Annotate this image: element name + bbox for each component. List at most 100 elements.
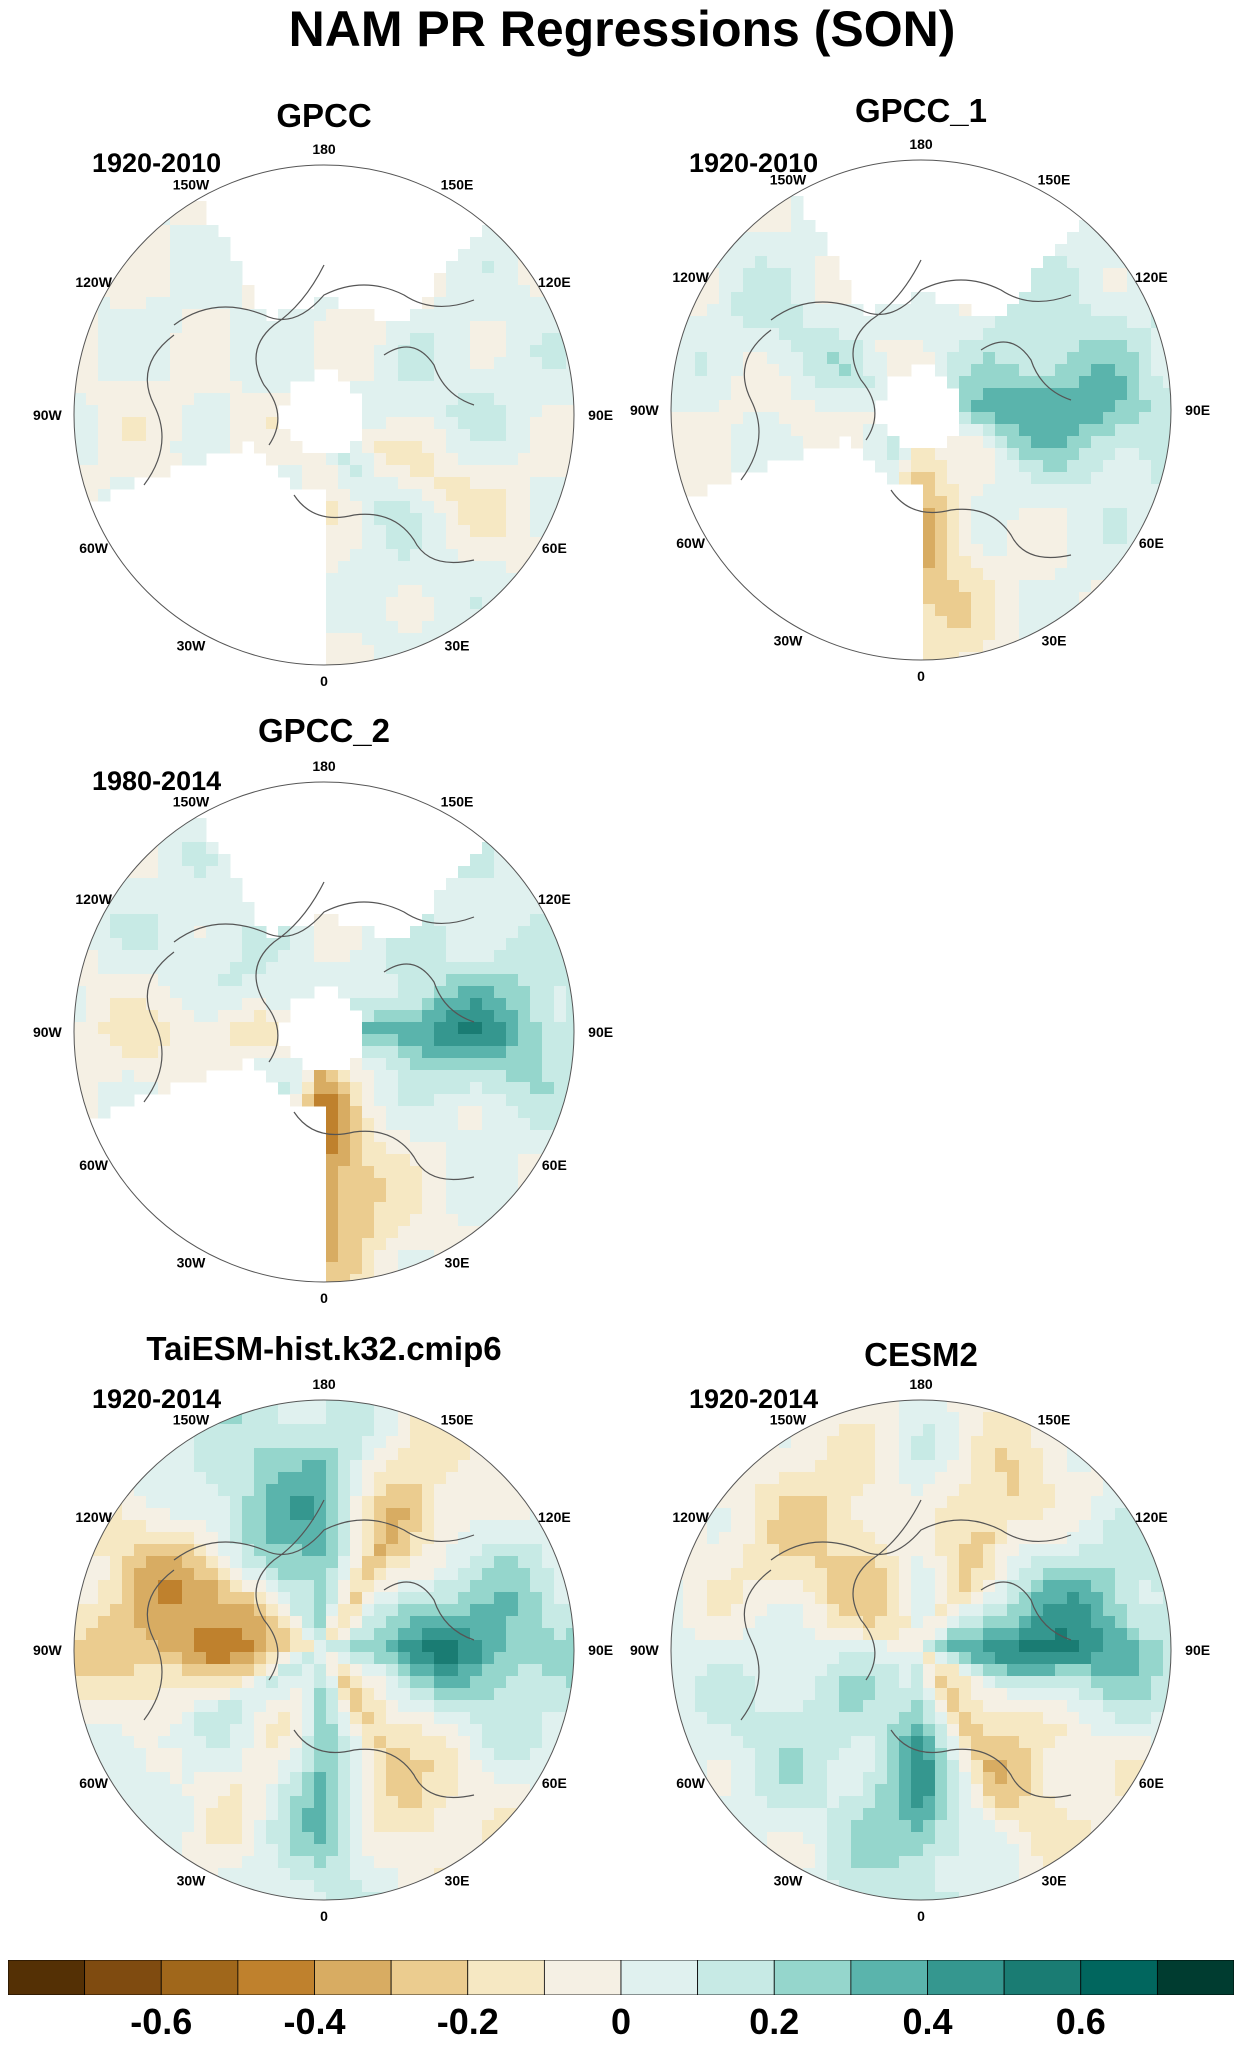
map-boundary	[670, 1399, 1172, 1901]
longitude-label: 150E	[1038, 172, 1071, 188]
colorbar-tick-label: -0.2	[436, 2001, 499, 2042]
polar-map: 180 150E 120E 90E 60E 30E 0 30W 60W 90W 120W 150W	[630, 1376, 1210, 1924]
panel-period: 1920-2010	[689, 148, 819, 178]
map-boundary	[73, 164, 575, 666]
colorbar-bin	[850, 1960, 928, 1995]
panel-title: CESM2	[864, 1336, 978, 1373]
colorbar-tick-label: 0.6	[1055, 2001, 1106, 2042]
longitude-label: 90E	[588, 1024, 613, 1040]
longitude-label: 30W	[177, 637, 207, 653]
longitude-label: 30E	[1042, 632, 1067, 648]
longitude-label: 30W	[177, 1872, 207, 1888]
colorbar-bin	[1080, 1960, 1158, 1995]
longitude-label: 180	[312, 141, 336, 157]
longitude-label: 90W	[630, 1642, 660, 1658]
colorbar-bin	[390, 1960, 469, 1995]
panel-title: GPCC	[276, 97, 372, 134]
colorbar-tick-label: -0.4	[283, 2001, 346, 2042]
longitude-label: 150E	[441, 1412, 474, 1428]
panel-period: 1920-2014	[92, 1384, 222, 1414]
longitude-label: 30W	[774, 1872, 804, 1888]
colorbar-tick-label: -0.6	[130, 2001, 193, 2042]
longitude-label: 120W	[672, 1509, 709, 1525]
longitude-label: 60E	[542, 540, 567, 556]
longitude-label: 90E	[1185, 1642, 1210, 1658]
longitude-label: 0	[917, 668, 925, 684]
longitude-label: 30E	[1042, 1872, 1067, 1888]
longitude-label: 150W	[173, 177, 210, 193]
colorbar-bin	[1003, 1960, 1082, 1995]
longitude-label: 90E	[1185, 402, 1210, 418]
longitude-label: 120E	[538, 891, 571, 907]
longitude-label: 0	[320, 1290, 328, 1306]
colorbar-bin	[237, 1960, 315, 1995]
map-panel-gpcc-1: GPCC_1 1920-2010 180 150E 120E 90E 60E 30E 0 30…	[621, 90, 1221, 700]
colorbar-bin	[467, 1960, 545, 1995]
colorbar-tick-label: 0.2	[749, 2001, 800, 2042]
map-boundary	[670, 159, 1172, 661]
longitude-label: 180	[312, 1376, 336, 1392]
longitude-label: 120W	[672, 269, 709, 285]
coastline	[143, 1499, 475, 1799]
longitude-label: 180	[312, 758, 336, 774]
colorbar-bin	[697, 1960, 775, 1995]
panel-title: GPCC_2	[257, 712, 391, 749]
map-panel-gpcc-2: GPCC_2 1980-2014 180 150E 120E 90E 60E 30E 0 30…	[24, 712, 624, 1322]
colorbar-bin	[314, 1960, 392, 1995]
longitude-label: 120E	[538, 274, 571, 290]
longitude-label: 60W	[676, 535, 706, 551]
longitude-label: 30W	[774, 632, 804, 648]
colorbar	[8, 1960, 1234, 1995]
panel-period: 1920-2010	[92, 148, 222, 178]
colorbar-bin	[160, 1960, 239, 1995]
longitude-label: 0	[320, 673, 328, 689]
regression-field	[74, 165, 574, 665]
longitude-label: 180	[909, 136, 933, 152]
longitude-label: 150E	[441, 794, 474, 810]
longitude-label: 60E	[1139, 535, 1164, 551]
colorbar-tick-label: 0	[610, 2001, 632, 2042]
coastline	[143, 881, 475, 1181]
longitude-label: 120E	[1135, 269, 1168, 285]
longitude-label: 60E	[1139, 1775, 1164, 1791]
colorbar-bin	[543, 1960, 622, 1995]
longitude-label: 150W	[173, 1412, 210, 1428]
colorbar-bin	[84, 1960, 162, 1995]
colorbar-bin	[927, 1960, 1005, 1995]
longitude-label: 120W	[75, 274, 112, 290]
panel-title: GPCC_1	[854, 92, 988, 129]
longitude-label: 120E	[538, 1509, 571, 1525]
regression-field	[671, 1400, 1171, 1900]
longitude-label: 120E	[1135, 1509, 1168, 1525]
colorbar-bin	[773, 1960, 852, 1995]
regression-field	[74, 782, 574, 1282]
longitude-label: 150W	[173, 794, 210, 810]
colorbar-bin	[620, 1960, 699, 1995]
coastline	[143, 264, 475, 564]
longitude-label: 0	[320, 1908, 328, 1924]
longitude-label: 60W	[79, 540, 109, 556]
map-boundary	[73, 781, 575, 1283]
longitude-label: 30E	[445, 637, 470, 653]
longitude-label: 0	[917, 1908, 925, 1924]
longitude-label: 90W	[33, 1642, 63, 1658]
coastline	[740, 1499, 1072, 1799]
regression-field	[74, 1400, 574, 1900]
map-boundary	[73, 1399, 575, 1901]
longitude-label: 90W	[630, 402, 660, 418]
longitude-label: 60W	[676, 1775, 706, 1791]
longitude-label: 30W	[177, 1254, 207, 1270]
longitude-label: 60W	[79, 1775, 109, 1791]
coastline	[740, 259, 1072, 559]
longitude-label: 90E	[588, 407, 613, 423]
longitude-label: 120W	[75, 1509, 112, 1525]
regression-field	[671, 160, 1171, 660]
panel-title: TaiESM-hist.k32.cmip6	[146, 1330, 502, 1367]
longitude-label: 150E	[441, 177, 474, 193]
longitude-label: 30E	[445, 1254, 470, 1270]
map-panel-cesm2: CESM2 1920-2014 180 150E 120E 90E 60E 30E 0 30W…	[621, 1330, 1221, 1940]
colorbar-bin	[8, 1960, 86, 1995]
longitude-label: 150W	[770, 172, 807, 188]
longitude-label: 180	[909, 1376, 933, 1392]
longitude-label: 60E	[542, 1157, 567, 1173]
